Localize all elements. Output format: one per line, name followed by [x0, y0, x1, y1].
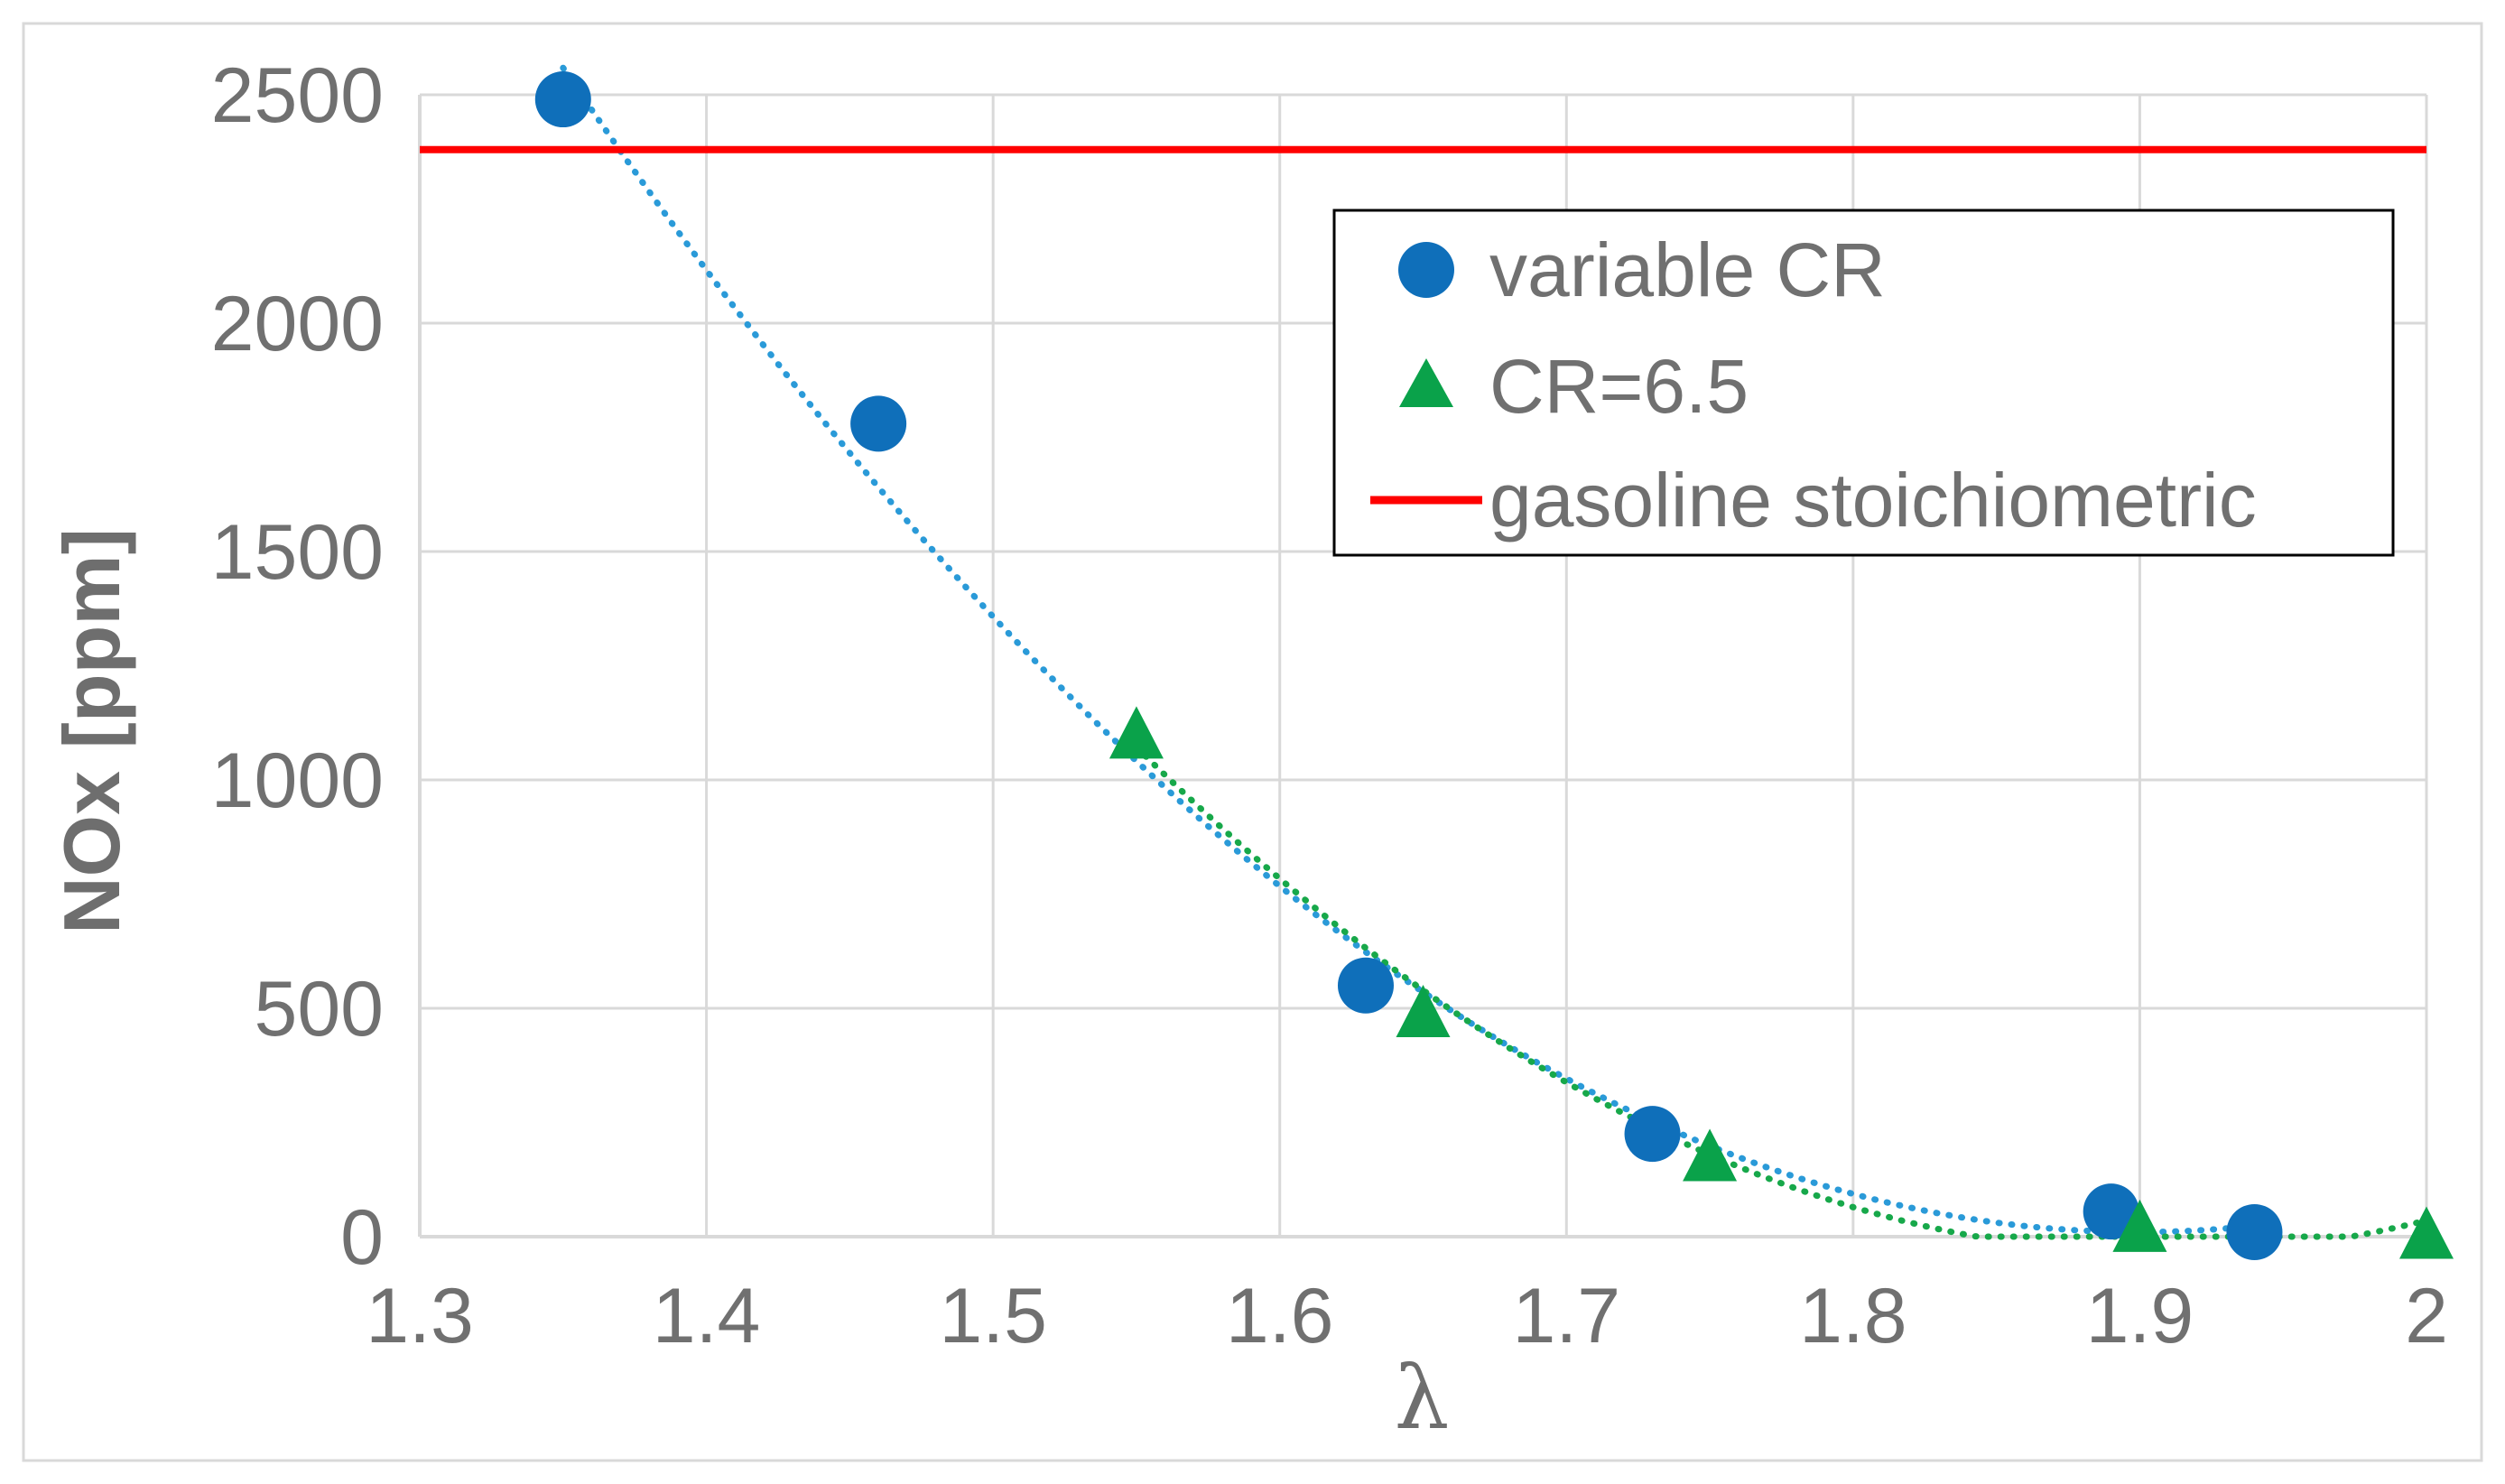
x-tick-label: 1.7 [1513, 1273, 1621, 1359]
legend-label-variable-cr: variable CR [1489, 227, 1886, 312]
point-cr-6-5 [2399, 1206, 2454, 1259]
y-tick-label: 1000 [211, 737, 384, 824]
point-cr-6-5 [1683, 1128, 1738, 1182]
point-cr-6-5 [2112, 1199, 2167, 1252]
y-axis-title: NOx [ppm] [47, 528, 136, 934]
trendline-1 [1133, 744, 2430, 1240]
x-tick-label: 1.6 [1226, 1273, 1334, 1359]
point-variable-cr [850, 395, 907, 452]
legend-marker-cr-6-5 [1399, 358, 1453, 407]
x-tick-label: 1.8 [1799, 1273, 1907, 1359]
x-tick-label: 1.9 [2086, 1273, 2194, 1359]
point-variable-cr [1337, 957, 1394, 1014]
tick-labels: 1.3 1.4 1.5 1.6 1.7 1.8 1.9 2 0 500 1000 1500 2000 25… [211, 52, 2448, 1359]
legend-label-gasoline-stoichiometric: gasoline stoichiometric [1489, 458, 2257, 543]
x-axis-title: λ [1395, 1348, 1450, 1449]
legend-marker-variable-cr [1398, 242, 1454, 298]
legend-label-cr-6-5: CR=6.5 [1489, 344, 1749, 429]
point-variable-cr [1624, 1106, 1681, 1163]
x-tick-label: 1.4 [653, 1273, 761, 1359]
point-cr-6-5 [1109, 706, 1164, 759]
y-tick-label: 500 [255, 966, 385, 1053]
point-variable-cr [2083, 1183, 2139, 1240]
trendline-0 [560, 64, 2258, 1236]
data-points [534, 71, 2454, 1260]
point-cr-6-5 [1396, 985, 1451, 1038]
point-variable-cr [2226, 1203, 2283, 1260]
legend: variable CR CR=6.5 gasoline stoichiometr… [1332, 209, 2395, 557]
y-tick-label: 2000 [211, 281, 384, 367]
legend-box [1332, 209, 2395, 557]
y-tick-label: 0 [340, 1194, 384, 1281]
x-tick-label: 1.5 [939, 1273, 1047, 1359]
x-tick-label: 2 [2405, 1273, 2448, 1359]
y-tick-label: 2500 [211, 52, 384, 139]
trend-lines [560, 64, 2430, 1240]
x-tick-label: 1.3 [366, 1273, 474, 1359]
point-variable-cr [534, 71, 591, 128]
y-tick-label: 1500 [211, 509, 384, 596]
